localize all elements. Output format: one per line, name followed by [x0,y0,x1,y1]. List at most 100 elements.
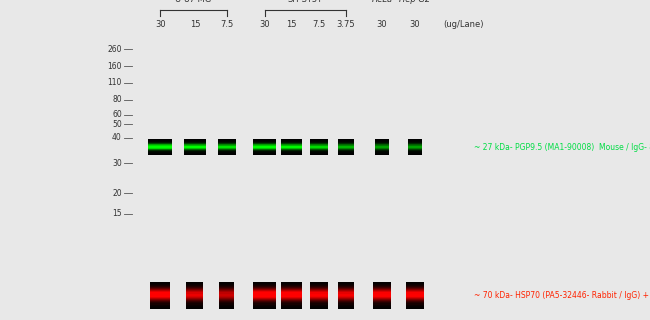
Bar [187,305,203,306]
Bar [338,282,354,283]
Bar [148,150,172,151]
Bar [338,147,354,148]
Bar [406,299,424,300]
Bar [281,143,302,144]
Bar [281,151,302,152]
Bar [218,151,236,152]
Bar [281,295,302,296]
Bar [375,154,389,155]
Bar [309,150,328,151]
Bar [373,293,391,295]
Bar [218,144,236,145]
Bar [281,305,302,306]
Bar [218,154,236,155]
Bar [281,299,302,300]
Bar [408,144,422,145]
Bar [281,302,302,303]
Bar [220,282,234,283]
Bar [184,143,205,144]
Bar [254,139,276,140]
Bar [375,142,389,143]
Bar [220,299,234,300]
Bar [406,283,424,284]
Bar [187,295,203,296]
Bar [150,290,170,292]
Bar [281,286,302,287]
Text: ~ 70 kDa- HSP70 (PA5-32446- Rabbit / IgG) + Goat anti-Rabbit (35569- 680nm): ~ 70 kDa- HSP70 (PA5-32446- Rabbit / IgG… [474,291,650,300]
Bar [281,147,302,148]
Bar [281,296,302,297]
Bar [150,306,170,307]
Bar [338,139,354,140]
Bar [373,292,391,293]
Bar [187,290,203,292]
Bar [184,149,205,150]
Bar [150,283,170,284]
Text: 15: 15 [190,20,200,28]
Bar [281,145,302,146]
Bar [150,289,170,290]
Bar [373,288,391,289]
Bar [218,149,236,150]
Bar [254,142,276,143]
Bar [150,296,170,297]
Bar [373,286,391,287]
Bar [338,301,354,302]
Bar [220,295,234,296]
Bar [281,308,302,309]
Bar [338,141,354,142]
Bar [218,141,236,142]
Bar [406,306,424,307]
Bar [338,299,354,300]
Bar [187,296,203,297]
Bar [254,148,276,149]
Bar [338,148,354,149]
Bar [220,292,234,293]
Bar [338,285,354,286]
Bar [338,293,354,295]
Bar [254,154,276,155]
Text: 30: 30 [259,20,270,28]
Bar [254,305,276,306]
Bar [281,142,302,143]
Bar [309,287,328,288]
Bar [218,152,236,153]
Bar [187,288,203,289]
Bar [218,145,236,146]
Bar [148,146,172,147]
Bar [338,295,354,296]
Bar [408,152,422,153]
Bar [254,303,276,305]
Bar [406,289,424,290]
Bar [406,300,424,301]
Bar [309,148,328,149]
Bar [373,287,391,288]
Text: ~ 27 kDa- PGP9.5 (MA1-90008)  Mouse / IgG- 800 nm: ~ 27 kDa- PGP9.5 (MA1-90008) Mouse / IgG… [474,143,650,152]
Bar [254,153,276,154]
Text: 30: 30 [155,20,166,28]
Bar [373,290,391,292]
Bar [338,142,354,143]
Bar [338,306,354,307]
Bar [408,153,422,154]
Bar [406,302,424,303]
Bar [254,289,276,290]
Bar [218,150,236,151]
Bar [375,140,389,141]
Bar [254,288,276,289]
Bar [254,144,276,145]
Bar [309,288,328,289]
Bar [254,152,276,153]
Bar [309,302,328,303]
Bar [309,308,328,309]
Bar [254,287,276,288]
Bar [254,306,276,307]
Bar [281,139,302,140]
Bar [338,292,354,293]
Bar [281,140,302,141]
Bar [150,302,170,303]
Bar [373,301,391,302]
Bar [254,146,276,147]
Bar [254,143,276,144]
Text: 160: 160 [107,62,122,71]
